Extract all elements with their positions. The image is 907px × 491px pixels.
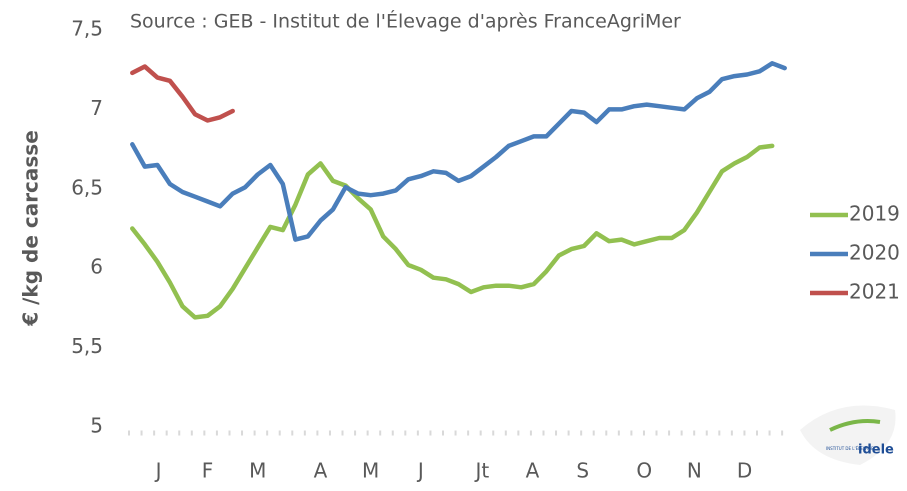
x-tick-label: M: [362, 459, 379, 483]
logo: INSTITUT DE L'ÉLEVAGE idele: [800, 405, 896, 465]
y-tick-label: 6,5: [71, 175, 103, 199]
logo-brand: idele: [858, 443, 894, 458]
legend-label: 2021: [849, 280, 900, 304]
y-axis-label: € /kg de carcasse: [19, 130, 43, 327]
x-tick-label: D: [737, 459, 752, 483]
series-line: [130, 64, 235, 123]
series-line: [130, 61, 787, 242]
y-tick-label: 7: [90, 96, 103, 120]
x-tick-label: F: [202, 459, 214, 483]
series-line: [130, 143, 775, 320]
x-tick-label: Jt: [473, 459, 489, 483]
x-tick-label: O: [636, 459, 652, 483]
x-tick-label: M: [249, 459, 266, 483]
y-tick-label: 5: [90, 414, 103, 438]
y-tick-label: 7,5: [71, 17, 103, 41]
x-tick-label: J: [154, 459, 162, 483]
chart-title: Source : GEB - Institut de l'Élevage d'a…: [130, 10, 681, 33]
x-tick-label: A: [526, 459, 540, 483]
x-tick-label: J: [416, 459, 424, 483]
x-tick-label: N: [687, 459, 702, 483]
legend-label: 2020: [849, 241, 900, 265]
y-tick-label: 6: [90, 255, 103, 279]
logo-swoosh: [829, 419, 881, 432]
logo-text: INSTITUT DE L'ÉLEVAGE: [826, 446, 874, 451]
x-tick-label: A: [314, 459, 328, 483]
legend-label: 2019: [849, 202, 900, 226]
x-tick-label: S: [576, 459, 589, 483]
y-tick-label: 5,5: [71, 334, 103, 358]
